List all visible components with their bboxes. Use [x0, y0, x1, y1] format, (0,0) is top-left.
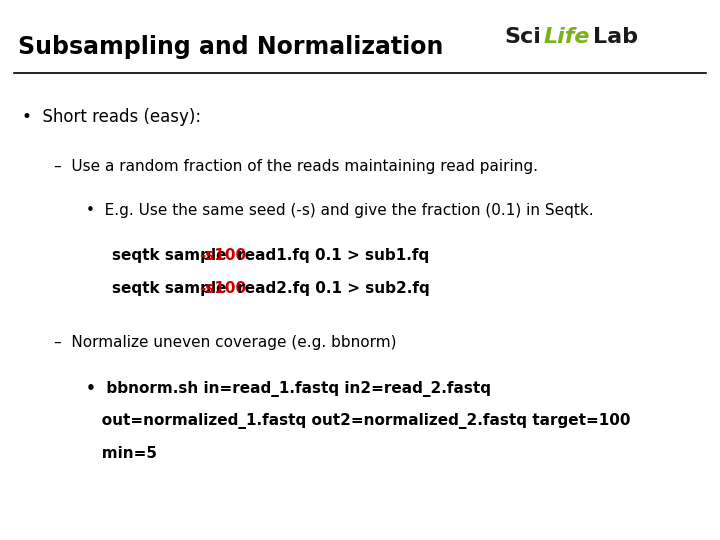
Text: –  Normalize uneven coverage (e.g. bbnorm): – Normalize uneven coverage (e.g. bbnorm…: [54, 335, 397, 350]
Text: seqtk sample: seqtk sample: [112, 248, 231, 264]
Text: Lab: Lab: [593, 27, 638, 47]
Text: read2.fq 0.1 > sub2.fq: read2.fq 0.1 > sub2.fq: [232, 281, 430, 296]
Text: Subsampling and Normalization: Subsampling and Normalization: [18, 35, 444, 59]
Text: Sci: Sci: [504, 27, 541, 47]
Text: •  E.g. Use the same seed (-s) and give the fraction (0.1) in Seqtk.: • E.g. Use the same seed (-s) and give t…: [86, 202, 594, 218]
Text: read1.fq 0.1 > sub1.fq: read1.fq 0.1 > sub1.fq: [232, 248, 429, 264]
Text: -s100: -s100: [199, 281, 246, 296]
Text: -s100: -s100: [199, 248, 246, 264]
Text: –  Use a random fraction of the reads maintaining read pairing.: – Use a random fraction of the reads mai…: [54, 159, 538, 174]
Text: out=normalized_1.fastq out2=normalized_2.fastq target=100: out=normalized_1.fastq out2=normalized_2…: [86, 413, 631, 429]
Text: •  Short reads (easy):: • Short reads (easy):: [22, 108, 201, 126]
Text: seqtk sample: seqtk sample: [112, 281, 231, 296]
Text: min=5: min=5: [86, 446, 158, 461]
Text: Life: Life: [544, 27, 590, 47]
Text: •  bbnorm.sh in=read_1.fastq in2=read_2.fastq: • bbnorm.sh in=read_1.fastq in2=read_2.f…: [86, 381, 491, 397]
